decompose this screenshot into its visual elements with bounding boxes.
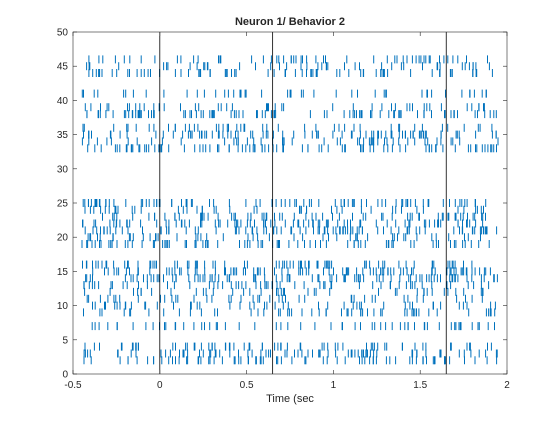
y-tick-label: 10: [57, 301, 69, 312]
x-tick-label: 1.5: [413, 380, 427, 391]
y-axis-ticks: 0 5 10 15 20 25 30 35 40 45 50: [57, 28, 507, 381]
y-tick-label: 25: [57, 199, 69, 210]
y-tick-label: 35: [57, 130, 69, 141]
x-tick-label: 2: [504, 380, 510, 391]
y-tick-label: 0: [62, 370, 68, 381]
spike-raster: [81, 55, 499, 365]
x-axis-label: Time (sec: [266, 393, 314, 405]
x-axis-ticks: -0.5 0 0.5 1 1.5 2: [64, 32, 510, 391]
y-tick-label: 15: [57, 267, 69, 278]
x-tick-label: 0.5: [240, 380, 254, 391]
y-tick-label: 50: [57, 28, 69, 39]
y-tick-label: 30: [57, 164, 69, 175]
y-tick-label: 45: [57, 62, 69, 73]
y-tick-label: 40: [57, 96, 69, 107]
chart-title: Neuron 1/ Behavior 2: [235, 16, 345, 28]
x-tick-label: 1: [331, 380, 337, 391]
x-tick-label: 0: [157, 380, 163, 391]
x-tick-label: -0.5: [64, 380, 82, 391]
y-tick-label: 5: [62, 335, 68, 346]
event-lines: [159, 32, 447, 374]
y-tick-label: 20: [57, 233, 69, 244]
